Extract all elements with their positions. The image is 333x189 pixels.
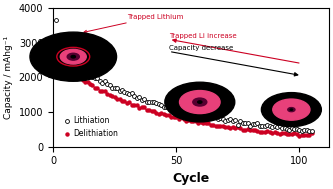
Delithiation	[243, 129, 247, 131]
Delithiation	[56, 60, 60, 63]
Delithiation	[155, 112, 159, 114]
Lithiation	[310, 129, 314, 132]
Delithiation	[54, 60, 58, 63]
Lithiation	[88, 75, 92, 77]
Lithiation	[238, 120, 242, 122]
Line: Lithiation: Lithiation	[54, 18, 314, 133]
Delithiation	[91, 84, 95, 86]
Line: Delithiation: Delithiation	[54, 60, 313, 137]
Lithiation	[54, 19, 58, 21]
Delithiation	[297, 134, 301, 137]
Lithiation	[241, 121, 245, 124]
Legend: Lithiation, Delithiation: Lithiation, Delithiation	[60, 113, 121, 141]
Y-axis label: Capacity / mAhg⁻¹: Capacity / mAhg⁻¹	[4, 36, 13, 119]
Delithiation	[310, 132, 314, 134]
Text: Trapped Lithium: Trapped Lithium	[84, 14, 183, 33]
Lithiation	[164, 106, 168, 108]
Delithiation	[59, 63, 63, 66]
Delithiation	[167, 114, 171, 116]
Text: Trapped Li increase: Trapped Li increase	[169, 33, 236, 39]
Delithiation	[241, 129, 245, 131]
Text: Capacity decrease: Capacity decrease	[169, 45, 233, 51]
Lithiation	[56, 52, 60, 55]
X-axis label: Cycle: Cycle	[172, 172, 209, 185]
Lithiation	[305, 129, 309, 132]
Text: Silicon host: Silicon host	[88, 40, 128, 46]
Lithiation	[307, 130, 311, 132]
